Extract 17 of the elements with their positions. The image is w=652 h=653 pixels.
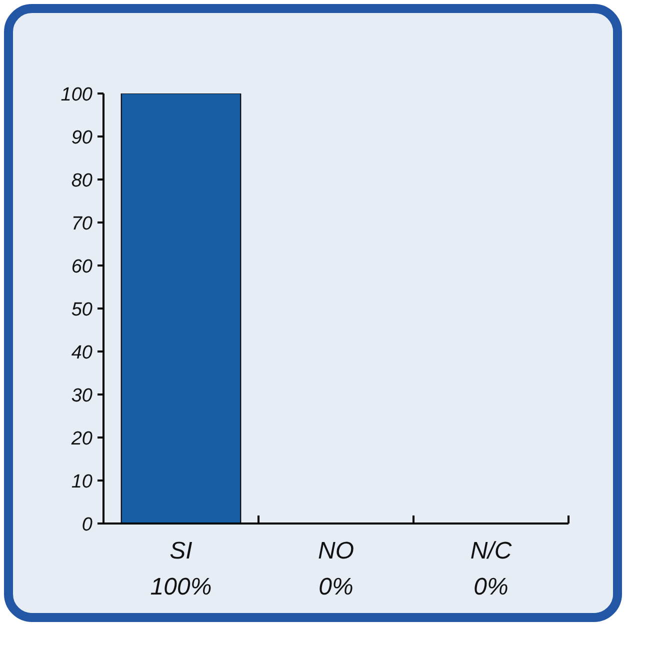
y-tick-label: 50 — [71, 300, 93, 320]
y-tick-label: 80 — [71, 170, 93, 192]
y-tick-label: 90 — [71, 128, 93, 148]
x-tick-label: N/C — [470, 538, 512, 564]
y-tick-label: 40 — [71, 342, 93, 364]
y-tick-label: 10 — [71, 472, 93, 492]
x-tick-label: NO — [318, 538, 354, 564]
y-tick-label: 70 — [71, 214, 93, 234]
y-tick-label: 60 — [71, 256, 93, 278]
data-label: 100% — [150, 574, 212, 600]
y-tick-label: 30 — [71, 386, 93, 406]
y-tick-label: 100 — [60, 84, 93, 106]
y-tick-label: 0 — [82, 514, 93, 536]
x-tick-label: SI — [170, 538, 193, 564]
data-label: 0% — [318, 574, 354, 600]
data-label: 0% — [474, 574, 508, 600]
y-tick-label: 20 — [70, 428, 93, 450]
